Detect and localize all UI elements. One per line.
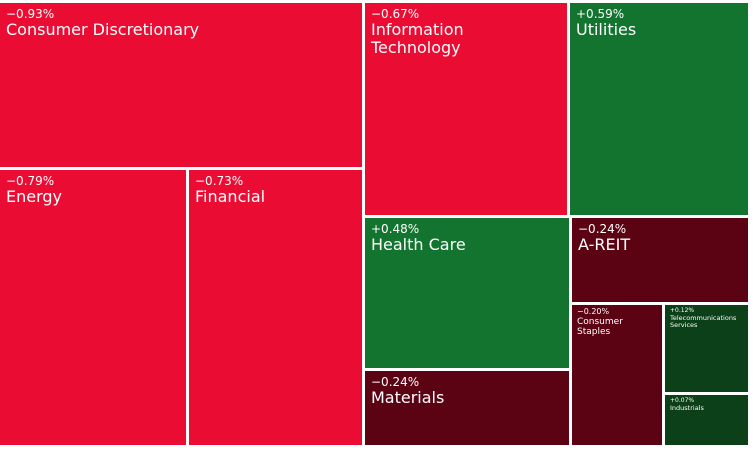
category-label: Energy [6,187,63,207]
value-label: −0.73% [195,174,244,188]
value-label: −0.20% [577,307,610,316]
treemap-cell: +0.12% Telecommunications Services [665,305,748,392]
category-label: Financial [195,187,266,207]
treemap-cell: −0.93% Consumer Discretionary [0,3,362,167]
value-label: −0.24% [371,375,420,389]
treemap-cell: −0.73% Financial [189,170,362,445]
value-label: −0.67% [371,7,420,21]
category-label: Utilities [576,20,637,40]
value-label: −0.79% [6,174,55,188]
value-label: +0.59% [576,7,625,21]
category-label: Consumer Discretionary [6,20,200,40]
treemap-cell: +0.48% Health Care [365,218,569,368]
value-label: −0.24% [578,222,627,236]
treemap-cell: +0.07% Industrials [665,395,748,445]
treemap-cell: −0.79% Energy [0,170,186,445]
category-label: Health Care [371,235,466,255]
value-label: +0.07% [670,397,695,404]
category-label: Telecommunications Services [670,313,737,329]
treemap-cell: −0.67% Information Technology [365,3,567,215]
treemap-cell: −0.24% Materials [365,371,569,445]
value-label: −0.93% [6,7,55,21]
treemap-cell: −0.24% A-REIT [572,218,748,302]
value-label: +0.12% [670,307,695,314]
treemap-cell: −0.20% Consumer Staples [572,305,662,445]
value-label: +0.48% [371,222,420,236]
treemap-cell: +0.59% Utilities [570,3,748,215]
category-label: Materials [371,388,445,408]
category-label: Consumer Staples [577,316,623,338]
category-label: A-REIT [578,235,631,255]
category-label: Industrials [670,403,704,412]
category-label: Information Technology [371,20,464,58]
